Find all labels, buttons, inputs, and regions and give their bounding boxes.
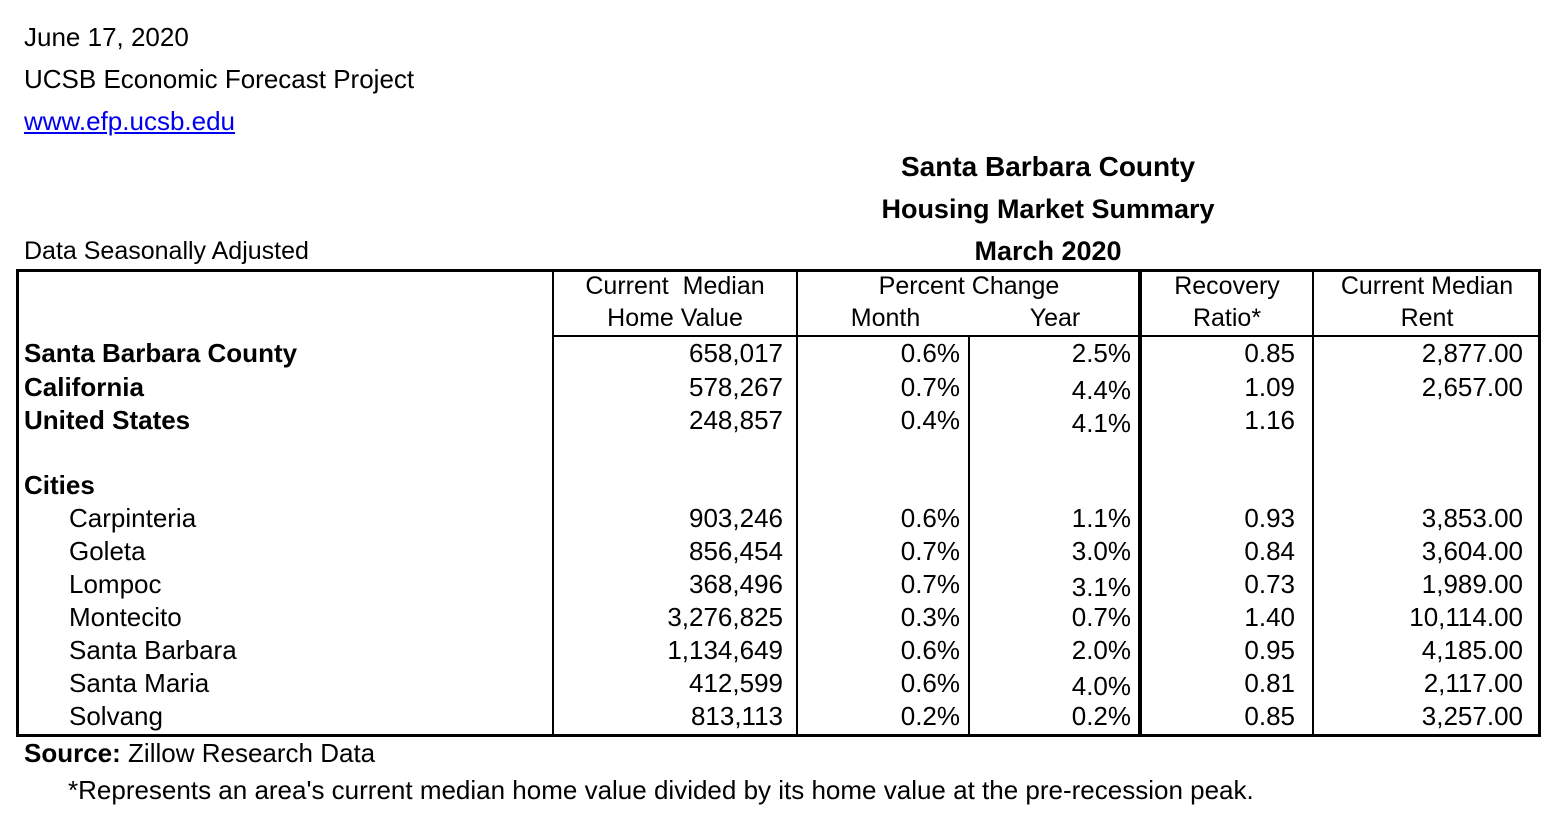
- month-change-cell: 0.2%: [900, 701, 960, 731]
- recovery-header-line1: Recovery: [1174, 272, 1280, 300]
- home-value-cell: 248,857: [689, 405, 783, 435]
- month-change-cell: 0.7%: [900, 569, 960, 599]
- median-rent-cell: 4,185.00: [1421, 635, 1523, 665]
- month-change-cell: 0.7%: [900, 372, 960, 402]
- home-value-header-line2: Home Value: [607, 304, 743, 332]
- median-rent-header: Current Median Rent: [1314, 270, 1540, 334]
- row-name: Santa Maria: [69, 668, 210, 698]
- row-name: Santa Barbara: [69, 635, 237, 665]
- year-change-cell: 3.0%: [1071, 536, 1131, 566]
- median-rent-cell: 3,257.00: [1421, 701, 1523, 731]
- recovery-ratio-cell: 1.16: [1244, 405, 1295, 435]
- recovery-header-line2: Ratio*: [1192, 304, 1262, 332]
- median-rent-cell: 10,114.00: [1409, 602, 1523, 632]
- month-header: Month: [850, 304, 921, 332]
- median-rent-cell: 3,604.00: [1421, 536, 1523, 566]
- column-divider: [552, 271, 554, 735]
- home-value-cell: 658,017: [689, 338, 783, 368]
- home-value-cell: 368,496: [689, 569, 783, 599]
- year-change-cell: 4.1%: [1071, 408, 1131, 438]
- row-name: Solvang: [69, 701, 163, 731]
- rent-header-line1: Current Median: [1340, 272, 1514, 300]
- column-divider: [1312, 271, 1314, 735]
- recovery-ratio-cell: 0.85: [1244, 338, 1295, 368]
- percent-change-header: Percent Change: [878, 272, 1060, 300]
- source-text: Zillow Research Data: [120, 738, 376, 768]
- median-rent-cell: 1,989.00: [1421, 569, 1523, 599]
- header-divider: [552, 335, 1539, 337]
- recovery-ratio-cell: 0.81: [1244, 668, 1295, 698]
- column-divider: [1138, 271, 1142, 735]
- month-change-cell: 0.6%: [900, 338, 960, 368]
- home-value-cell: 3,276,825: [667, 602, 783, 632]
- median-rent-cell: 2,877.00: [1421, 338, 1523, 368]
- column-divider: [796, 271, 798, 735]
- recovery-ratio-cell: 1.40: [1244, 602, 1295, 632]
- year-change-cell: 4.0%: [1071, 671, 1131, 701]
- page-title: Santa Barbara County: [900, 151, 1196, 182]
- median-rent-cell: 2,657.00: [1421, 372, 1523, 402]
- month-change-cell: 0.6%: [900, 635, 960, 665]
- recovery-ratio-cell: 0.84: [1244, 536, 1295, 566]
- month-change-cell: 0.4%: [900, 405, 960, 435]
- website-link[interactable]: www.efp.ucsb.edu: [24, 106, 236, 136]
- month-change-cell: 0.6%: [900, 668, 960, 698]
- year-change-cell: 2.0%: [1071, 635, 1131, 665]
- seasonal-adjustment-note: Data Seasonally Adjusted: [24, 237, 309, 265]
- row-name: Montecito: [69, 602, 182, 632]
- source-line: Source: Zillow Research Data: [24, 740, 375, 766]
- organization-name: UCSB Economic Forecast Project: [24, 64, 415, 94]
- year-change-cell: 0.7%: [1071, 602, 1131, 632]
- report-date: June 17, 2020: [24, 22, 189, 52]
- home-value-header-line1: Current Median: [585, 272, 765, 300]
- home-value-cell: 412,599: [689, 668, 783, 698]
- column-divider: [968, 337, 970, 735]
- recovery-ratio-header: Recovery Ratio*: [1142, 270, 1312, 334]
- recovery-ratio-cell: 0.73: [1244, 569, 1295, 599]
- year-change-cell: 1.1%: [1071, 503, 1131, 533]
- footnote: *Represents an area's current median hom…: [68, 775, 1254, 805]
- month-change-cell: 0.7%: [900, 536, 960, 566]
- home-value-cell: 578,267: [689, 372, 783, 402]
- recovery-ratio-cell: 0.93: [1244, 503, 1295, 533]
- row-name: Carpinteria: [69, 503, 197, 533]
- median-rent-cell: 3,853.00: [1421, 503, 1523, 533]
- housing-summary-table: [16, 269, 1541, 737]
- recovery-ratio-cell: 0.85: [1244, 701, 1295, 731]
- report-period: March 2020: [974, 236, 1122, 266]
- year-header: Year: [1029, 304, 1081, 332]
- cities-section-label: Cities: [24, 470, 95, 500]
- row-name: Lompoc: [69, 569, 162, 599]
- recovery-ratio-cell: 1.09: [1244, 372, 1295, 402]
- year-change-cell: 2.5%: [1071, 338, 1131, 368]
- home-value-cell: 1,134,649: [667, 635, 783, 665]
- year-change-cell: 0.2%: [1071, 701, 1131, 731]
- home-value-cell: 903,246: [689, 503, 783, 533]
- median-rent-cell: 2,117.00: [1423, 668, 1523, 698]
- year-change-cell: 4.4%: [1071, 375, 1131, 405]
- rent-header-line2: Rent: [1400, 304, 1454, 332]
- row-name: Goleta: [69, 536, 146, 566]
- month-change-cell: 0.3%: [900, 602, 960, 632]
- home-value-cell: 856,454: [689, 536, 783, 566]
- year-change-cell: 3.1%: [1071, 572, 1131, 602]
- home-value-cell: 813,113: [690, 701, 783, 731]
- recovery-ratio-cell: 0.95: [1244, 635, 1295, 665]
- home-value-header: Current Median Home Value: [554, 270, 796, 334]
- source-label: Source:: [24, 738, 121, 768]
- month-change-cell: 0.6%: [900, 503, 960, 533]
- row-name: Santa Barbara County: [24, 338, 298, 368]
- row-name: United States: [24, 405, 191, 435]
- row-name: California: [24, 372, 144, 402]
- page-subtitle: Housing Market Summary: [881, 194, 1215, 224]
